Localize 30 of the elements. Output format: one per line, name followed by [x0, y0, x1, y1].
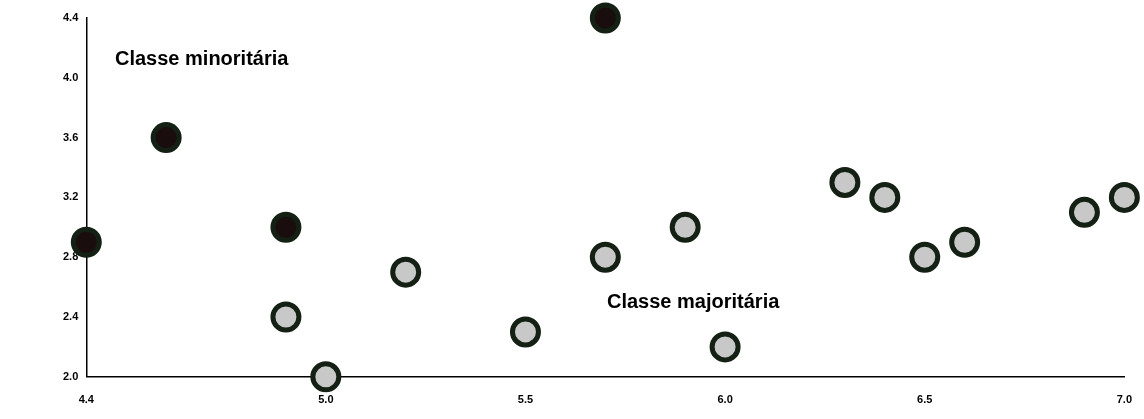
- y-tick-label: 2.4: [62, 310, 80, 323]
- y-tick-label: 4.0: [62, 70, 79, 83]
- x-tick-label: 6.5: [917, 393, 933, 406]
- point: [909, 241, 941, 273]
- y-tick-label: 4.4: [62, 11, 80, 24]
- annotation: Classe majoritária: [607, 290, 780, 313]
- x-tick-label: 6.0: [717, 393, 733, 406]
- x-tick-label: 7.0: [1116, 393, 1132, 406]
- y-tick-label: 2.0: [62, 369, 79, 382]
- annotation: Classe minoritária: [115, 47, 289, 70]
- y-tick-label: 3.2: [62, 190, 79, 203]
- y-tick-label: 3.6: [62, 130, 79, 143]
- point: [1068, 196, 1100, 228]
- point: [1108, 181, 1140, 213]
- point: [150, 122, 182, 154]
- point: [270, 211, 302, 243]
- point: [509, 316, 541, 348]
- point: [589, 241, 621, 273]
- point: [949, 226, 981, 258]
- point: [390, 256, 422, 288]
- point: [669, 211, 701, 243]
- point: [829, 166, 861, 198]
- point: [709, 331, 741, 363]
- x-tick-label: 5.5: [517, 393, 534, 406]
- point: [310, 361, 342, 393]
- point: [869, 181, 901, 213]
- point: [589, 2, 621, 34]
- x-tick-label: 5.0: [318, 393, 334, 406]
- point: [270, 301, 302, 333]
- x-tick-label: 4.4: [78, 393, 95, 406]
